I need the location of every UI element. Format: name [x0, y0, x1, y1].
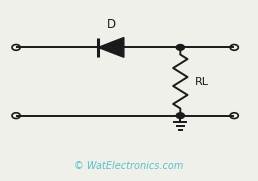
- Text: RL: RL: [195, 77, 208, 87]
- Polygon shape: [98, 37, 124, 57]
- Text: D: D: [107, 18, 116, 31]
- Circle shape: [176, 113, 184, 119]
- Text: © WatElectronics.com: © WatElectronics.com: [74, 161, 184, 171]
- Circle shape: [176, 45, 184, 50]
